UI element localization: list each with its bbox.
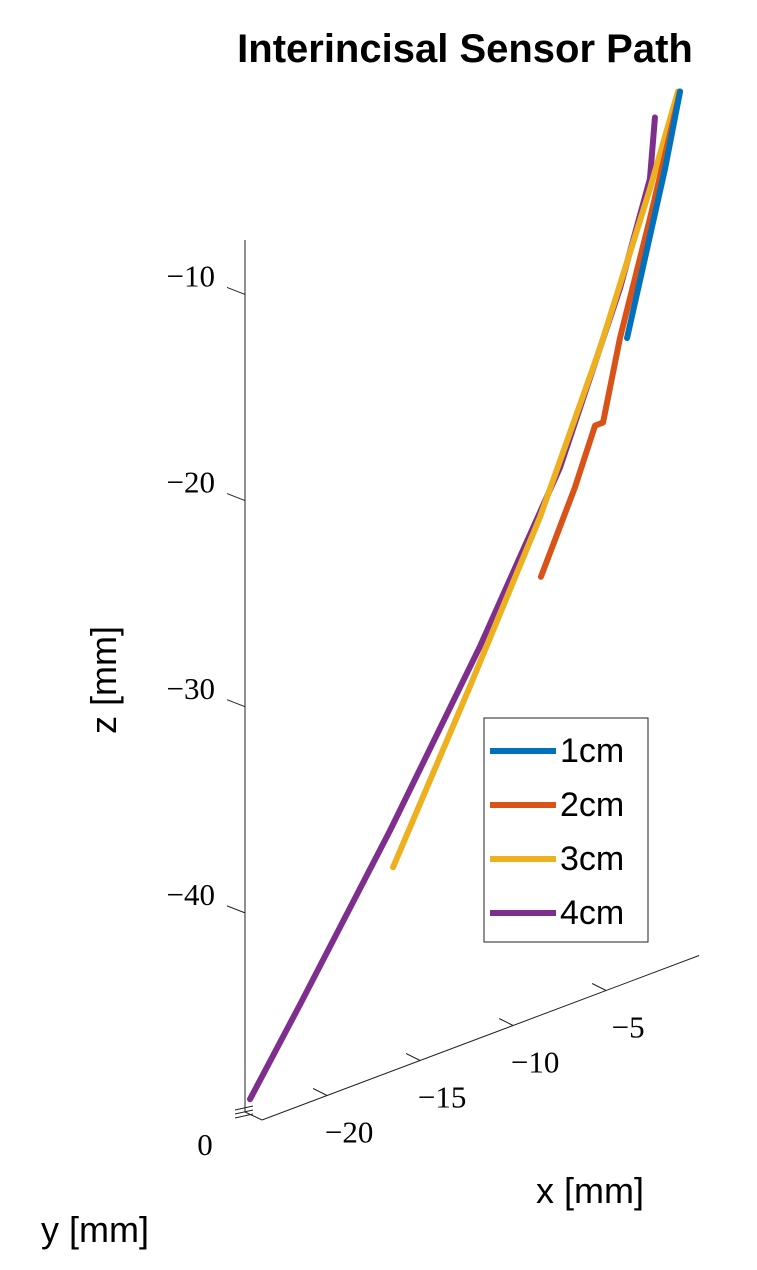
series-line: [390, 88, 682, 871]
x-tick: [498, 1018, 514, 1026]
y-tick: [234, 1105, 254, 1111]
x-axis: [261, 955, 700, 1121]
y-axis: [244, 1111, 263, 1121]
z-tick: [226, 493, 246, 502]
z-tick-label: −30: [167, 671, 215, 706]
x-tick: [591, 983, 607, 991]
chart-title: Interincisal Sensor Path: [237, 27, 693, 71]
z-tick: [226, 286, 246, 295]
z-axis-label: z [mm]: [83, 626, 124, 734]
legend-label: 3cm: [560, 840, 624, 878]
y-tick: [234, 1109, 254, 1115]
x-tick: [312, 1088, 328, 1096]
z-tick: [226, 699, 246, 708]
z-tick-label: −10: [167, 259, 215, 294]
z-tick: [226, 905, 246, 914]
legend-label: 2cm: [560, 786, 624, 824]
y-axis-label: y [mm]: [41, 1209, 149, 1250]
series-line: [537, 88, 684, 580]
z-tick-label: −20: [167, 465, 215, 500]
legend-label: 1cm: [560, 732, 624, 770]
x-tick: [405, 1053, 421, 1061]
z-tick-label: −40: [167, 877, 215, 912]
y-tick: [234, 1113, 254, 1119]
x-tick-label: −10: [511, 1045, 559, 1080]
series-line: [247, 114, 658, 1103]
series-line: [624, 88, 684, 342]
legend-box: [483, 717, 649, 943]
x-tick-label: −20: [325, 1115, 373, 1150]
x-tick-label: −5: [612, 1010, 645, 1045]
y-tick-label: 0: [197, 1127, 213, 1162]
x-axis-label: x [mm]: [536, 1170, 644, 1211]
legend-label: 4cm: [560, 894, 624, 932]
x-tick-label: −15: [418, 1080, 466, 1115]
